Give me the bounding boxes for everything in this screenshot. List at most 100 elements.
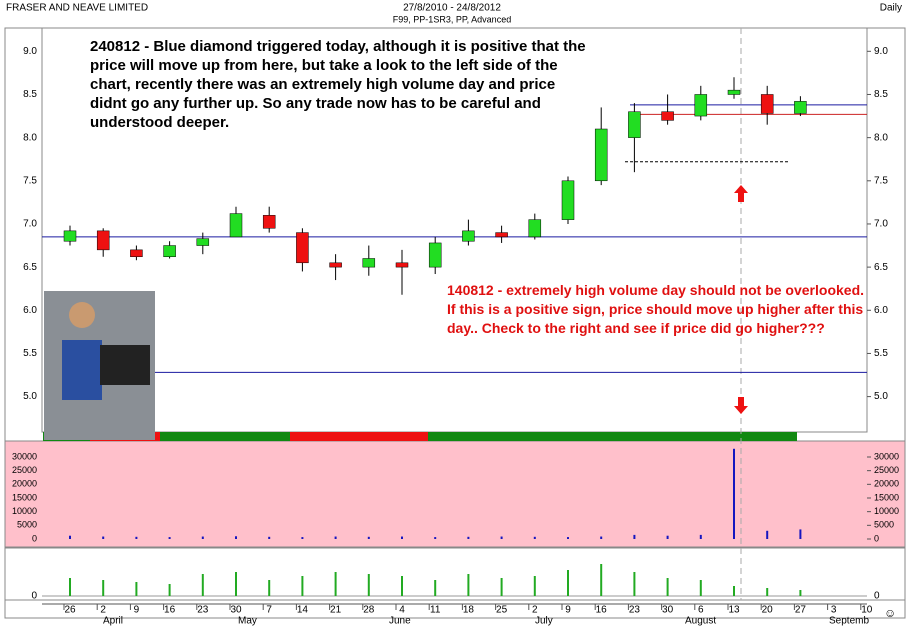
candle-body [296, 232, 309, 264]
x-tick-label: 20 [762, 605, 774, 616]
x-tick-label: 3 [831, 605, 837, 616]
y-tick-label: 30000 [874, 451, 899, 461]
photo-laptop [100, 345, 150, 385]
x-tick-label: 6 [698, 605, 704, 616]
x-tick-label: 25 [496, 605, 508, 616]
y-tick-label: 25000 [874, 465, 899, 475]
candle-body [495, 232, 508, 238]
subtitle: F99, PP-1SR3, PP, Advanced [393, 14, 511, 24]
candle-body [462, 230, 475, 242]
annotation: 240812 - Blue diamond triggered today, a… [90, 38, 586, 131]
arrow-up [734, 185, 748, 202]
candle-body [760, 94, 774, 114]
x-tick-label: 13 [728, 605, 740, 616]
y-tick-label: 5.5 [874, 348, 888, 359]
y-tick-label: 7.5 [23, 175, 37, 186]
x-tick-label: 21 [330, 605, 342, 616]
x-tick-label: 27 [795, 605, 807, 616]
candle-body [594, 128, 608, 182]
month-label: July [535, 616, 553, 627]
signal-strip [43, 432, 797, 441]
y-tick-label: 10000 [874, 506, 899, 516]
y-tick-label: 7.0 [23, 219, 37, 230]
y-tick-label: 8.0 [23, 132, 37, 143]
candle-body [628, 111, 641, 138]
x-tick-label: 9 [565, 605, 571, 616]
volume-panel [4, 440, 906, 548]
candle-body [96, 230, 110, 251]
candle-body [63, 230, 77, 242]
x-tick-label: 2 [100, 605, 106, 616]
y-tick-label: 5000 [874, 520, 894, 530]
candle-body [329, 262, 342, 268]
x-tick-label: 11 [430, 605, 441, 616]
indicator-panel [4, 547, 906, 601]
y-tick-label: 6.5 [874, 262, 888, 273]
month-label: April [103, 616, 123, 627]
candle-body [428, 242, 442, 268]
photo-figure [62, 340, 102, 400]
y-tick-label: 6.0 [874, 305, 888, 316]
y-tick-label: 15000 [874, 492, 899, 502]
y-tick-label: 5000 [17, 520, 37, 530]
y-tick-label: 6.0 [23, 305, 37, 316]
candle-body [561, 180, 575, 220]
arrow-down [734, 397, 748, 414]
y-tick-label: 9.0 [23, 46, 37, 57]
x-tick-label: 30 [662, 605, 674, 616]
candle-body [229, 213, 243, 238]
y-tick-label: 0 [31, 591, 37, 602]
y-tick-label: 20000 [874, 479, 899, 489]
photo-head [69, 302, 95, 328]
y-tick-label: 5.0 [23, 391, 37, 402]
strip [185, 432, 270, 441]
candle-body [727, 89, 741, 95]
candle-body [794, 101, 807, 114]
y-tick-label: 15000 [12, 492, 37, 502]
annotation: 140812 - extremely high volume day shoul… [447, 282, 865, 336]
x-tick-label: 16 [596, 605, 608, 616]
month-label: May [238, 616, 257, 627]
chart-title: FRASER AND NEAVE LIMITED [6, 3, 148, 14]
y-tick-label: 30000 [12, 451, 37, 461]
x-tick-label: 26 [64, 605, 76, 616]
y-tick-label: 0 [874, 533, 879, 543]
x-tick-label: 23 [629, 605, 641, 616]
date-range: 27/8/2010 - 24/8/2012 [403, 3, 501, 14]
y-tick-label: 7.0 [874, 219, 888, 230]
x-tick-label: 18 [463, 605, 475, 616]
y-tick-label: 5.5 [23, 348, 37, 359]
candle-body [528, 219, 542, 238]
y-tick-label: 6.5 [23, 262, 37, 273]
y-tick-label: 5.0 [874, 391, 888, 402]
candle-body [262, 215, 276, 229]
x-tick-label: 28 [363, 605, 375, 616]
x-tick-label: 16 [164, 605, 176, 616]
strip [160, 432, 185, 441]
x-tick-label: 9 [134, 605, 140, 616]
x-tick-label: 10 [861, 605, 873, 616]
logo: ☺ [884, 606, 896, 620]
x-tick-label: 2 [532, 605, 538, 616]
candle-body [163, 245, 176, 258]
x-tick-label: 14 [297, 605, 309, 616]
y-tick-label: 9.0 [874, 46, 888, 57]
candle-body [395, 262, 409, 268]
month-label: June [389, 616, 411, 627]
strip [428, 432, 797, 441]
candle-body [694, 94, 708, 117]
x-tick-label: 23 [197, 605, 209, 616]
y-tick-label: 8.0 [874, 132, 888, 143]
candle-body [130, 249, 143, 258]
period: Daily [880, 3, 902, 14]
x-tick-label: 7 [266, 605, 272, 616]
y-tick-label: 10000 [12, 506, 37, 516]
x-tick-label: 4 [399, 605, 405, 616]
month-label: August [685, 616, 716, 627]
y-tick-label: 0 [874, 591, 880, 602]
y-tick-label: 8.5 [23, 89, 37, 100]
y-tick-label: 7.5 [874, 175, 888, 186]
strip [270, 432, 290, 441]
